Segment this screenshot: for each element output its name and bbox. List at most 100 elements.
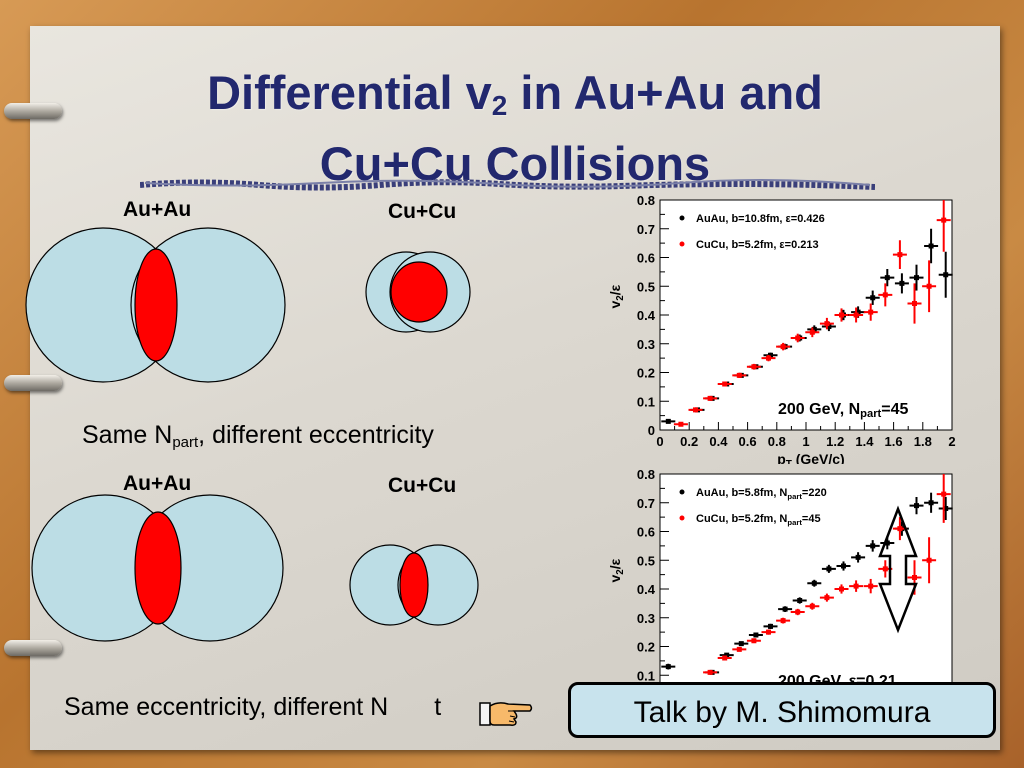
data-point [914,503,919,509]
cucu-collision-top [365,251,471,333]
y-tick-label: 0.2 [637,640,655,655]
data-point [941,217,947,223]
data-point [914,275,919,281]
data-point [899,280,905,286]
overlap-region [390,261,448,323]
data-point [853,312,859,318]
data-point [780,344,786,350]
y-tick-label: 0.8 [637,467,655,482]
x-tick-label: 1.6 [885,434,903,449]
y-tick-label: 0.1 [637,394,655,409]
data-point [897,252,903,258]
data-point [811,580,817,586]
y-tick-label: 0.6 [637,525,655,540]
data-point [870,543,876,549]
data-point [797,598,803,603]
caption-subscript: part [172,434,199,451]
y-tick-label: 0.4 [637,582,656,597]
y-tick-label: 0.5 [637,553,655,568]
label-cucu-bottom: Cu+Cu [388,474,457,497]
data-point [855,554,861,560]
data-point [768,623,773,629]
data-point [870,295,876,301]
overlap-region [134,248,178,362]
label-cucu-top: Cu+Cu [388,200,457,223]
legend-marker [679,489,685,495]
talk-credit-text: Talk by M. Shimomura [633,696,931,729]
data-point [707,669,713,675]
data-point [884,275,890,281]
decorative-underline [140,178,875,191]
annotation: 200 GeV, Npart=45 [778,401,909,420]
plot-area [659,199,953,431]
x-tick-label: 0.4 [709,434,728,449]
data-point [928,243,934,249]
y-tick-label: 0.1 [637,668,655,683]
y-tick-label: 0.2 [637,366,655,381]
caption-text: Same eccentricity, different N [64,693,389,721]
legend-marker [679,241,685,247]
title-subscript: 2 [491,90,508,121]
data-point [678,421,684,427]
data-point [811,326,817,332]
chart-top: 0 0.1 0.2 0.3 0.4 0.5 0.6 0.7 0.8 0 0.2 0.4 0.6 0.8 1 1… [607,193,956,464]
y-tick-label: 0.7 [637,222,655,237]
legend-marker [679,215,685,221]
cucu-collision-bottom [349,544,479,626]
plot-area [659,473,953,684]
title-text: Differential v [207,66,492,119]
legend-label: AuAu, b=5.8fm, Npart=220 [696,487,827,501]
data-point [753,632,759,638]
data-point [766,629,771,635]
x-tick-label: 0.6 [739,434,757,449]
y-axis-label: v2/ε [607,558,626,582]
caption-text: Same N [82,421,173,449]
data-point [766,355,771,361]
legend-label: CuCu, b=5.2fm, ε=0.213 [696,239,819,251]
x-tick-label: 1 [802,434,809,449]
data-point [926,557,932,563]
data-point [780,618,786,624]
binder-ring [4,375,62,391]
data-point [665,664,671,670]
data-point [724,652,730,658]
data-point [853,583,859,589]
data-point [736,372,742,378]
y-axis-label: v2/ε [607,284,626,308]
slide-title: Differential v2 in Au+Au and Cu+Cu Colli… [90,64,940,193]
data-point [795,609,801,615]
data-point [795,335,801,341]
chart-bottom: 0.1 0.2 0.3 0.4 0.5 0.6 0.7 0.8 v2/ε AuAu, b=5.8f… [607,467,953,684]
x-tick-label: 1.8 [914,434,932,449]
data-point [943,506,949,511]
data-point [809,329,815,335]
data-point [868,309,874,315]
x-tick-label: 2 [948,434,955,449]
y-tick-label: 0.4 [637,308,656,323]
pointing-hand-icon[interactable] [478,697,534,729]
difference-arrow [878,505,918,634]
legend-marker [679,515,685,521]
data-point [751,638,757,644]
title-text: in Au+Au and [507,66,823,119]
data-point [841,563,846,569]
annotation: 200 GeV, ε=0.21 [778,673,897,684]
data-point [839,312,844,318]
data-point [868,583,874,589]
data-point [926,283,932,289]
legend-label: CuCu, b=5.2fm, Npart=45 [696,513,821,527]
legend-label: AuAu, b=10.8fm, ε=0.426 [696,213,825,225]
data-point [826,566,832,572]
talk-credit-box: Talk by M. Shimomura [568,682,996,738]
data-point [693,407,698,413]
x-axis-label: pT (GeV/c) [777,451,844,464]
overlap-region [134,511,182,625]
binder-ring [4,103,62,119]
data-point [809,603,815,609]
data-point [884,540,890,546]
data-point [882,292,888,298]
data-point [707,395,713,401]
x-tick-label: 1.2 [826,434,844,449]
label-auau-top: Au+Au [123,198,192,221]
data-point [839,586,844,592]
